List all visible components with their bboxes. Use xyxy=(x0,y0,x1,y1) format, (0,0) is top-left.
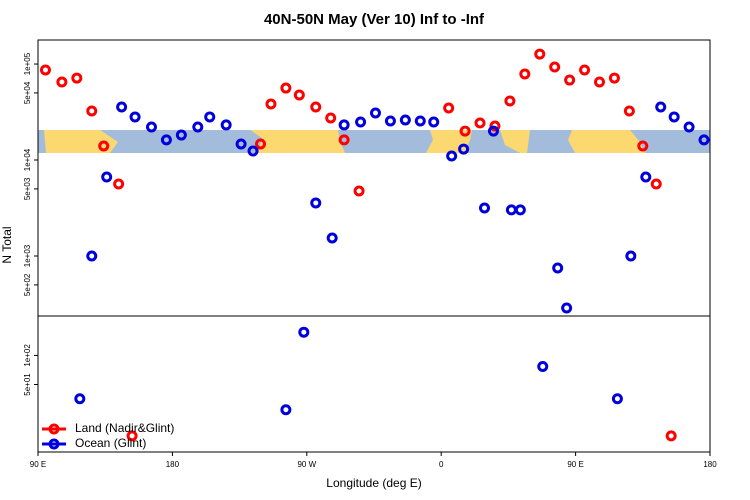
data-point xyxy=(98,140,110,152)
data-point xyxy=(86,250,98,262)
data-point xyxy=(74,393,86,405)
data-point xyxy=(665,430,677,442)
data-point xyxy=(353,185,365,197)
data-point xyxy=(479,202,491,214)
data-point xyxy=(504,95,516,107)
data-point xyxy=(116,101,128,113)
data-point xyxy=(145,121,157,133)
data-point xyxy=(579,64,591,76)
data-point xyxy=(552,262,564,274)
x-tick-label: 180 xyxy=(166,460,180,469)
plot-frame xyxy=(37,39,711,453)
data-point xyxy=(519,68,531,80)
data-point xyxy=(514,204,526,216)
data-point xyxy=(280,404,292,416)
data-point xyxy=(698,134,710,146)
y-tick-label: 1e+03 xyxy=(23,244,32,267)
data-point xyxy=(129,111,141,123)
data-point xyxy=(446,150,458,162)
data-point xyxy=(650,178,662,190)
data-point xyxy=(326,232,338,244)
data-point xyxy=(220,119,232,131)
data-point xyxy=(265,98,277,110)
data-point xyxy=(235,138,247,150)
y-tick-label: 5e+02 xyxy=(23,273,32,296)
data-point xyxy=(655,101,667,113)
data-point xyxy=(71,72,83,84)
data-point xyxy=(56,76,68,88)
data-point xyxy=(192,121,204,133)
legend-label: Land (Nadir&Glint) xyxy=(75,421,174,435)
data-point xyxy=(668,111,680,123)
data-point xyxy=(355,116,367,128)
data-point xyxy=(474,117,486,129)
data-point xyxy=(564,74,576,86)
data-point xyxy=(247,145,259,157)
data-point xyxy=(443,102,455,114)
data-point xyxy=(39,64,51,76)
data-point xyxy=(593,76,605,88)
y-tick-label: 5e+01 xyxy=(23,373,32,396)
data-point xyxy=(534,48,546,60)
data-point xyxy=(640,171,652,183)
data-point xyxy=(683,121,695,133)
data-point xyxy=(310,101,322,113)
data-point xyxy=(608,72,620,84)
data-point xyxy=(505,204,517,216)
x-tick-label: 90 W xyxy=(297,460,316,469)
data-point xyxy=(255,138,267,150)
y-tick-label: 1e+05 xyxy=(23,52,32,75)
data-point xyxy=(611,393,623,405)
data-point xyxy=(384,115,396,127)
y-axis-label: N Total xyxy=(0,226,14,263)
data-point xyxy=(399,114,411,126)
data-point xyxy=(175,129,187,141)
legend-marker xyxy=(48,423,60,435)
data-point xyxy=(280,82,292,94)
data-point xyxy=(623,105,635,117)
data-point xyxy=(338,119,350,131)
data-point xyxy=(458,143,470,155)
data-point xyxy=(204,111,216,123)
x-axis-label: Longitude (deg E) xyxy=(326,476,421,490)
data-point xyxy=(489,120,501,132)
data-point xyxy=(293,89,305,101)
map-strip xyxy=(38,130,710,153)
chart-title: 40N-50N May (Ver 10) Inf to -Inf xyxy=(264,11,485,28)
x-tick-label: 180 xyxy=(703,460,717,469)
data-point xyxy=(325,112,337,124)
data-point xyxy=(625,250,637,262)
data-point xyxy=(487,125,499,137)
data-point xyxy=(126,430,138,442)
y-tick-label: 5e+04 xyxy=(23,81,32,104)
y-tick-label: 1e+04 xyxy=(23,148,32,171)
y-tick-label: 1e+02 xyxy=(23,344,32,367)
data-point xyxy=(101,171,113,183)
data-point xyxy=(414,115,426,127)
data-point xyxy=(113,178,125,190)
legend-label: Ocean (Glint) xyxy=(75,436,146,450)
x-tick-label: 90 E xyxy=(567,460,583,469)
data-point xyxy=(459,125,471,137)
data-point xyxy=(310,197,322,209)
y-tick-label: 5e+03 xyxy=(23,177,32,200)
data-point xyxy=(549,61,561,73)
data-point xyxy=(537,360,549,372)
legend-marker xyxy=(48,438,60,450)
data-point xyxy=(338,134,350,146)
data-point xyxy=(160,134,172,146)
data-point xyxy=(561,302,573,314)
x-tick-label: 0 xyxy=(439,460,444,469)
data-point xyxy=(298,326,310,338)
data-point xyxy=(86,105,98,117)
x-tick-label: 90 E xyxy=(30,460,46,469)
data-point xyxy=(369,107,381,119)
data-point xyxy=(637,140,649,152)
data-point xyxy=(428,116,440,128)
